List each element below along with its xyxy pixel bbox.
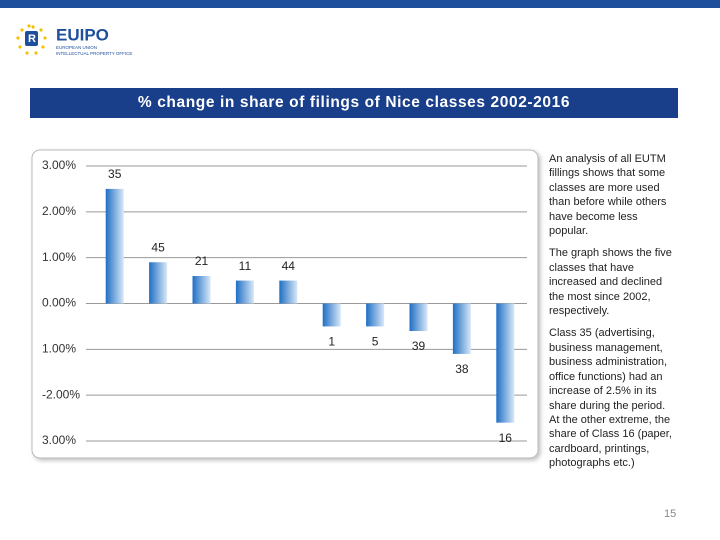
y-tick-label: -2.00% [42,387,80,401]
note: An analysis of all EUTM fillings shows t… [549,153,667,238]
bar [496,303,515,423]
page-number: 15 [664,508,677,520]
bar-category-label: 35 [108,167,122,181]
bar [322,303,341,327]
bar-category-label: 21 [195,254,209,268]
title-box [30,88,678,118]
bar-category-label: 38 [455,362,469,376]
bar [192,276,211,304]
top-band [0,0,720,8]
logo-subtitle: EUROPEAN UNION [56,45,97,50]
y-tick-label: 2.00% [42,204,76,218]
bar [105,188,124,304]
note: The graph shows the five classes that ha… [549,247,672,318]
y-tick-label: 1.00% [42,250,76,264]
notes: An analysis of all EUTM fillings shows t… [549,152,673,479]
bar-category-label: 5 [372,335,379,349]
bar-category-label: 45 [151,240,165,254]
y-tick-label: 3.00% [42,433,76,447]
bar [279,280,298,304]
logo-subtitle: INTELLECTUAL PROPERTY OFFICE [56,51,132,56]
bar-category-label: 39 [412,339,426,353]
bar [235,280,254,304]
bar-category-label: 11 [239,259,252,273]
y-tick-label: 1.00% [42,342,76,356]
logo: R EUIPO EUROPEAN UNION INTELLECTUAL PROP… [16,24,132,56]
chart-title: % change in share of filings of Nice cla… [138,94,570,111]
bar-category-label: 16 [499,431,513,445]
y-tick-label: 3.00% [42,158,76,172]
logo-mark: R [28,33,36,45]
note: Class 35 (advertising, business manageme… [549,327,672,470]
logo-name: EUIPO [56,25,109,44]
bar-category-label: 44 [282,259,296,273]
bar [149,262,168,304]
y-tick-label: 0.00% [42,296,76,310]
bar-category-label: 1 [328,335,335,349]
bar [452,303,471,354]
bar [409,303,428,331]
bar [366,303,385,327]
